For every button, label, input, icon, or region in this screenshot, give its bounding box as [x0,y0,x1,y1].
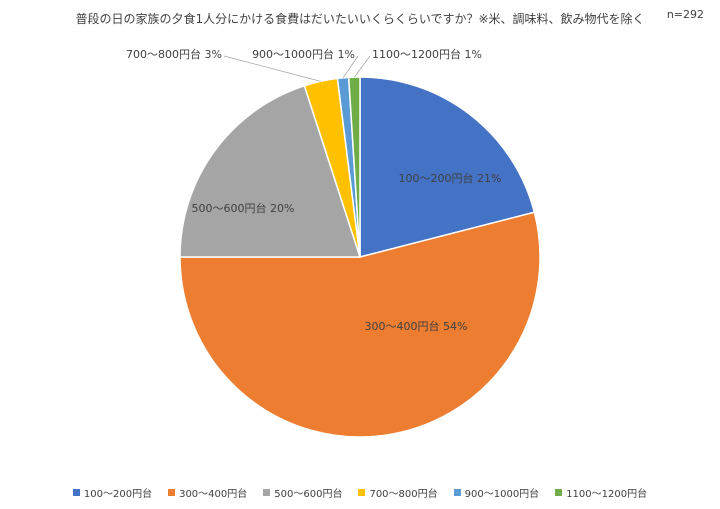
legend-swatch [72,489,80,496]
leader-line-6 [354,55,371,78]
legend-item-1: 100〜200円台 [72,485,153,500]
legend-item-3: 500〜600円台 [263,485,342,500]
sample-size-label: n=292 [666,8,704,21]
chart-title: 普段の日の家族の夕食1人分にかける食費はだいたいいくらくらいですか？※米、調味料… [75,12,645,26]
leader-line-5 [342,55,359,79]
legend-label: 900〜1000円台 [464,489,540,500]
chart-legend: 100〜200円台 300〜400円台 500〜600円台 700〜800円台 900〜… [0,485,720,500]
legend-swatch [555,489,563,496]
slice-label-4: 700〜800円台 3% [126,47,222,61]
legend-item-5: 900〜1000円台 [453,485,540,500]
legend-item-2: 300〜400円台 [168,485,247,500]
legend-label: 1100〜1200円台 [566,489,648,500]
legend-label: 100〜200円台 [83,489,153,500]
leader-line-4 [223,55,321,82]
slice-label-6: 1100〜1200円台 1% [372,47,482,61]
pie-chart: 100〜200円台 21% 300〜400円台 54% 500〜600円台 20% 7… [126,47,541,438]
legend-swatch [358,489,366,496]
pie-slice-2 [179,211,541,438]
legend-item-6: 1100〜1200円台 [555,485,647,500]
slice-label-5: 900〜1000円台 1% [252,47,355,61]
legend-label: 500〜600円台 [274,489,343,500]
slice-label-1: 100〜200円台 21% [399,171,502,185]
pie-slice-1 [359,76,536,258]
slice-label-2: 300〜400円台 54% [365,319,468,333]
legend-label: 700〜800円台 [369,489,438,500]
legend-swatch [168,489,176,496]
legend-swatch [263,489,271,496]
pie-slice-3 [179,84,362,258]
legend-swatch [453,489,461,496]
slice-label-3: 500〜600円台 20% [192,201,295,215]
legend-label: 300〜400円台 [179,489,248,500]
legend-item-4: 700〜800円台 [358,485,438,500]
